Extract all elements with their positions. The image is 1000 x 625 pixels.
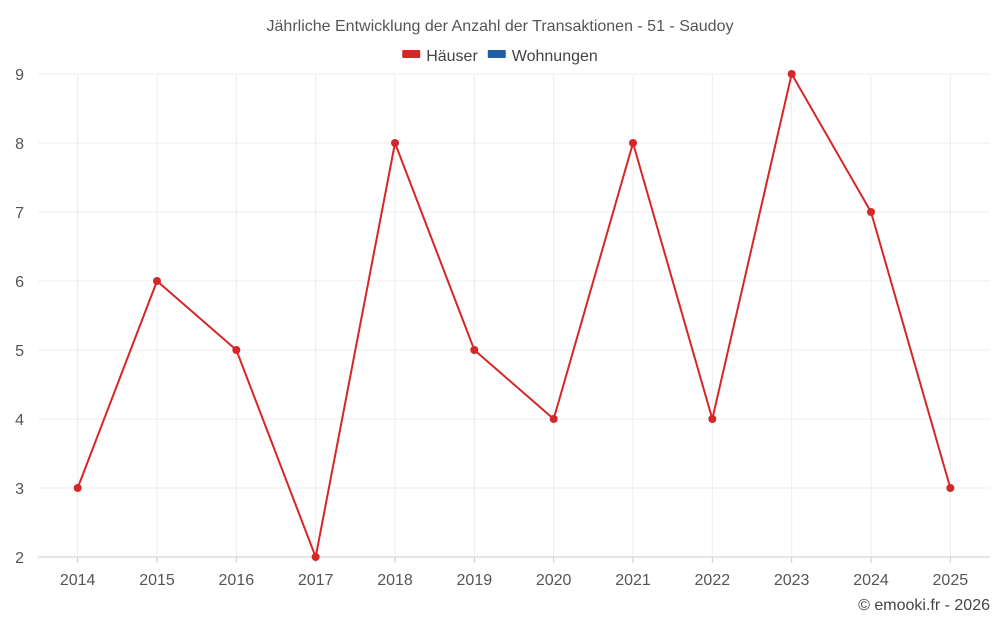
data-point[interactable] [153, 277, 161, 285]
x-tick-label: 2019 [457, 572, 493, 589]
data-point[interactable] [470, 346, 479, 354]
legend-label: Häuser [426, 48, 478, 65]
data-point[interactable] [867, 208, 875, 216]
series-line [76, 73, 952, 558]
x-tick-label: 2016 [219, 572, 255, 589]
data-point[interactable] [629, 139, 637, 147]
data-point[interactable] [549, 415, 558, 423]
data-point[interactable] [311, 553, 320, 561]
data-point[interactable] [232, 346, 241, 354]
y-axis: 2 3 4 5 6 7 8 9 [15, 67, 24, 567]
series-layer [73, 70, 955, 561]
y-tick-label: 6 [15, 274, 24, 291]
x-tick-label: 2021 [615, 572, 651, 589]
x-tick-label: 2017 [298, 572, 334, 589]
y-tick-label: 9 [15, 67, 24, 84]
grid [38, 73, 990, 558]
credit-text: © emooki.fr - 2026 [858, 597, 990, 614]
x-tick-label: 2023 [774, 572, 810, 589]
legend-swatch [402, 50, 421, 58]
data-point[interactable] [708, 415, 717, 423]
y-tick-label: 7 [15, 205, 24, 222]
x-axis: 2014 2015 2016 2017 2018 2019 2020 2021 2022 2023… [60, 557, 968, 589]
data-point[interactable] [787, 70, 796, 78]
x-tick-label: 2025 [933, 572, 969, 589]
x-tick-label: 2020 [536, 572, 572, 589]
y-tick-label: 5 [15, 343, 24, 360]
x-tick-label: 2022 [695, 572, 731, 589]
legend-item[interactable]: Wohnungen [487, 48, 598, 65]
legend: Häuser Wohnungen [402, 48, 598, 65]
data-point[interactable] [946, 484, 955, 492]
x-tick-label: 2014 [60, 572, 96, 589]
x-tick-label: 2015 [139, 572, 175, 589]
data-point[interactable] [391, 139, 399, 147]
x-tick-label: 2018 [377, 572, 413, 589]
data-point[interactable] [73, 484, 82, 492]
y-tick-label: 8 [15, 136, 24, 153]
y-tick-label: 3 [15, 481, 24, 498]
x-tick-label: 2024 [853, 572, 889, 589]
y-tick-label: 4 [15, 412, 24, 429]
legend-label: Wohnungen [512, 48, 598, 65]
y-tick-label: 2 [15, 550, 24, 567]
chart-title: Jährliche Entwicklung der Anzahl der Tra… [267, 18, 734, 35]
legend-item[interactable]: Häuser [402, 48, 478, 65]
legend-swatch [487, 50, 506, 58]
